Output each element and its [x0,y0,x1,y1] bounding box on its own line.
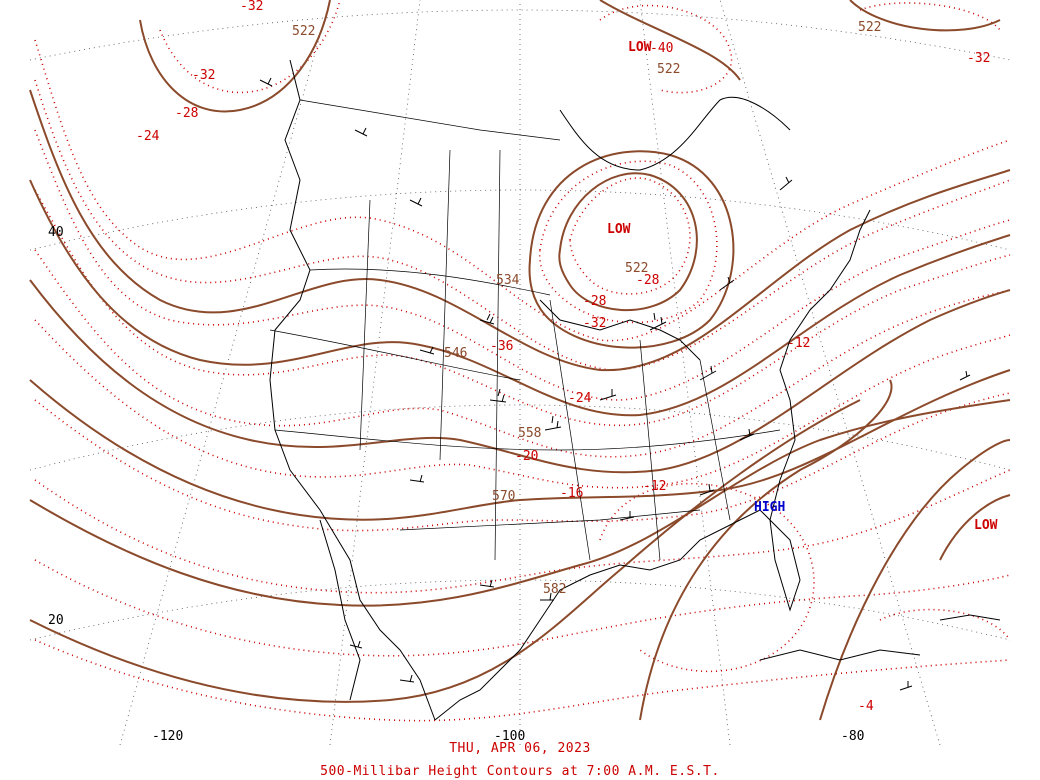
lon-label: -120 [152,729,183,744]
temp-label: -16 [560,486,583,501]
temp-labels: -32 -28 -24 -36 -32 -28 -28 -24 -20 -16 … [136,0,990,714]
map-canvas: 522 522 522 522 534 546 558 570 582 -32 … [29,0,1011,745]
height-label: 546 [444,346,467,361]
map-date: THU, APR 06, 2023 [449,741,591,756]
temp-label: -20 [515,449,538,464]
wind-barbs [259,77,971,691]
low-label: LOW [974,518,998,533]
graticule-labels: 40 20 -120 -100 -80 [48,225,864,744]
temp-label: -24 [136,129,160,144]
lon-label: -80 [841,729,864,744]
low-label: LOW [628,40,652,55]
height-label: 570 [492,489,515,504]
low-label: LOW [607,222,631,237]
height-label: 558 [518,426,541,441]
temp-label: -24 [568,391,592,406]
height-label: 522 [292,24,315,39]
height-label: 534 [496,273,520,288]
temp-label: -36 [490,339,513,354]
pressure-systems: LOW LOW LOW HIGH [607,40,998,533]
temp-label: -28 [636,273,659,288]
temp-label: -12 [643,479,666,494]
map-title: 500-Millibar Height Contours at 7:00 A.M… [320,764,720,779]
height-labels: 522 522 522 522 534 546 558 570 582 [292,20,881,597]
coastlines [269,59,1001,721]
height-label: 522 [625,261,648,276]
temp-label: -4 [858,699,874,714]
temp-label: -32 [583,316,606,331]
political-boundaries [269,99,781,561]
lon-label: -100 [494,729,525,744]
high-label: HIGH [754,500,785,515]
temp-label: -32 [240,0,263,14]
lat-label: 40 [48,225,64,240]
height-label: 522 [858,20,881,35]
temp-label: -12 [787,336,810,351]
temp-label: -40 [650,41,673,56]
temp-label: -28 [583,294,606,309]
temp-label: -28 [175,106,198,121]
lat-label: 20 [48,613,64,628]
height-label: 582 [543,582,566,597]
height-label: 522 [657,62,680,77]
temp-label: -32 [967,51,990,66]
temperature-contours [34,0,1011,722]
graticule [29,0,1011,745]
temp-label: -32 [192,68,215,83]
height-contours [29,0,1011,721]
